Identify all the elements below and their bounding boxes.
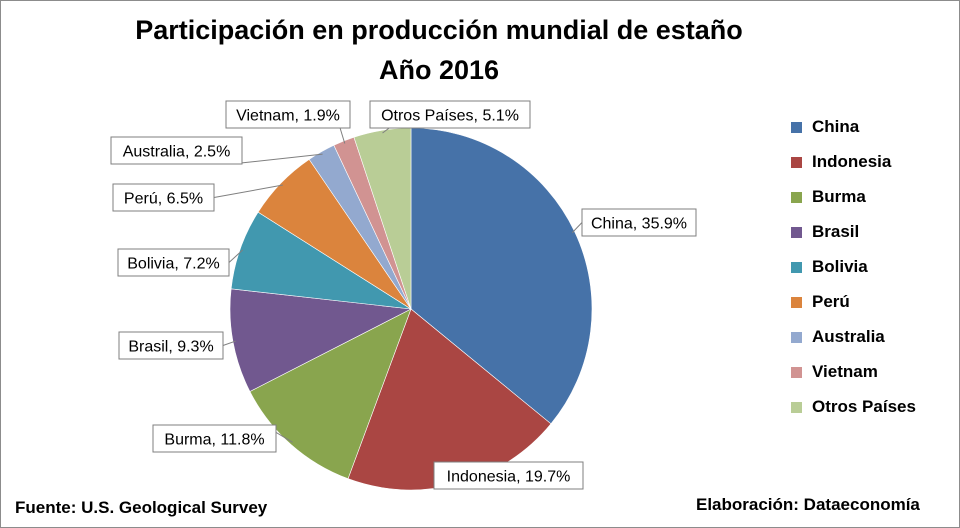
data-label: Brasil, 9.3% [118, 331, 224, 360]
legend-swatch [791, 261, 802, 273]
data-label-box [225, 100, 351, 129]
legend-swatch [791, 191, 802, 203]
data-label-text: Australia, 2.5% [123, 144, 231, 161]
data-label: Burma, 11.8% [152, 424, 277, 453]
leader-line [213, 184, 283, 198]
legend-label: China [812, 117, 860, 136]
pie-slice-burma [249, 308, 412, 480]
leader-line [382, 127, 390, 134]
legend-label: Bolivia [812, 257, 868, 276]
data-label: Otros Países, 5.1% [369, 100, 531, 129]
legend-item: Brasil [791, 222, 859, 242]
legend-label: Burma [812, 187, 866, 206]
legend-label: Vietnam [812, 362, 878, 381]
data-label-text: Otros Países, 5.1% [381, 108, 519, 125]
legend-item: Otros Países [791, 397, 916, 417]
source-note: Fuente: U.S. Geological Survey [15, 498, 268, 517]
data-label-text: Perú, 6.5% [124, 191, 203, 208]
data-label-box [369, 100, 531, 129]
legend-swatch [791, 156, 802, 168]
leader-line [222, 340, 236, 346]
legend-item: Perú [791, 292, 850, 312]
data-label: Bolivia, 7.2% [117, 248, 230, 277]
legend-item: Burma [791, 187, 866, 207]
data-label-text: China, 35.9% [591, 216, 687, 233]
data-label-box [117, 248, 230, 277]
legend-item: Bolivia [791, 257, 868, 277]
legend-label: Indonesia [812, 152, 892, 171]
legend-swatch [791, 226, 802, 238]
legend-item: China [791, 117, 859, 137]
leader-line [571, 222, 583, 234]
data-label-text: Vietnam, 1.9% [236, 108, 340, 125]
data-label-box [112, 183, 215, 212]
legend-swatch [791, 366, 802, 378]
data-label-box [581, 208, 697, 237]
leader-line [339, 127, 346, 144]
data-label-box [110, 136, 243, 165]
legend-label: Australia [812, 327, 885, 346]
data-label-text: Brasil, 9.3% [128, 339, 213, 356]
data-label-text: Burma, 11.8% [164, 432, 264, 449]
data-label: Australia, 2.5% [110, 136, 243, 165]
pie-slice-china [410, 127, 593, 425]
legend-item: Vietnam [791, 362, 878, 382]
data-label-text: Bolivia, 7.2% [127, 256, 220, 273]
data-label-box [118, 331, 224, 360]
legend-swatch [791, 296, 802, 308]
credit-note: Elaboración: Dataeconomía [696, 495, 920, 514]
data-label: Perú, 6.5% [112, 183, 215, 212]
legend-swatch [791, 121, 802, 133]
data-label-box [152, 424, 277, 453]
legend-label: Perú [812, 292, 850, 311]
data-label-box [433, 461, 584, 490]
legend-item: Australia [791, 327, 885, 347]
data-label-text: Indonesia, 19.7% [447, 469, 571, 486]
leader-line [231, 153, 323, 165]
legend-label: Brasil [812, 222, 860, 241]
legend-swatch [791, 401, 802, 413]
data-label: Vietnam, 1.9% [225, 100, 351, 129]
chart-subtitle: Año 2016 [378, 55, 500, 85]
legend-item: Indonesia [791, 152, 891, 172]
data-label: Indonesia, 19.7% [433, 461, 584, 490]
leader-line [228, 249, 244, 263]
legend-swatch [791, 331, 802, 343]
chart-title: Participación en producción mundial de e… [135, 15, 743, 45]
data-label: China, 35.9% [581, 208, 697, 237]
legend-label: Otros Países [812, 397, 916, 416]
